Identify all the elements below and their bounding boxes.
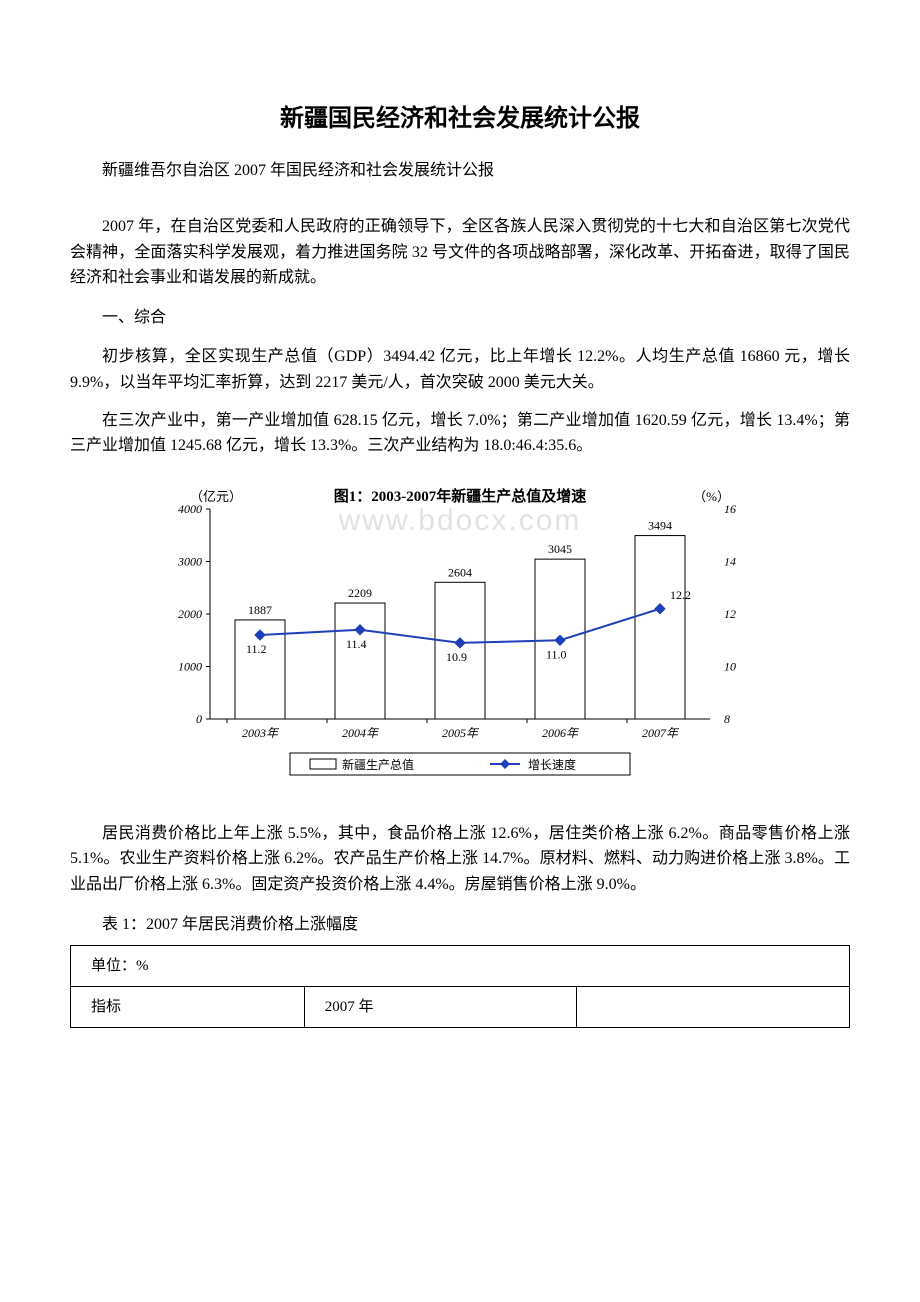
svg-text:2000: 2000 (178, 607, 202, 621)
table-caption: 表 1：2007 年居民消费价格上涨幅度 (70, 912, 850, 938)
svg-text:4000: 4000 (178, 502, 202, 516)
document-title: 新疆国民经济和社会发展统计公报 (70, 100, 850, 138)
svg-text:11.4: 11.4 (346, 636, 367, 650)
table-unit-cell: 单位：% (71, 946, 850, 987)
svg-text:16: 16 (724, 502, 736, 516)
svg-text:10: 10 (724, 659, 736, 673)
gdp-chart: www.bdocx.com （亿元）图1：2003-2007年新疆生产总值及增速… (70, 479, 850, 809)
chart-svg: （亿元）图1：2003-2007年新疆生产总值及增速（%）01000200030… (140, 479, 780, 809)
table-header-cell: 2007 年 (304, 987, 577, 1028)
paragraph-industry: 在三次产业中，第一产业增加值 628.15 亿元，增长 7.0%；第二产业增加值… (70, 408, 850, 459)
table-header-cell (577, 987, 850, 1028)
svg-text:12.2: 12.2 (670, 587, 691, 601)
svg-text:2007年: 2007年 (642, 726, 680, 740)
svg-text:11.0: 11.0 (546, 647, 567, 661)
svg-text:增长速度: 增长速度 (528, 757, 576, 772)
svg-text:3000: 3000 (177, 554, 202, 568)
svg-text:3494: 3494 (648, 518, 672, 532)
paragraph-gdp: 初步核算，全区实现生产总值（GDP）3494.42 亿元，比上年增长 12.2%… (70, 344, 850, 395)
svg-text:图1：2003-2007年新疆生产总值及增速: 图1：2003-2007年新疆生产总值及增速 (334, 487, 587, 505)
svg-text:新疆生产总值: 新疆生产总值 (342, 757, 414, 772)
svg-text:11.2: 11.2 (246, 642, 267, 656)
svg-text:10.9: 10.9 (446, 650, 467, 664)
svg-text:2006年: 2006年 (542, 726, 580, 740)
svg-text:3045: 3045 (548, 542, 572, 556)
table-header-cell: 指标 (71, 987, 305, 1028)
intro-paragraph: 2007 年，在自治区党委和人民政府的正确领导下，全区各族人民深入贯彻党的十七大… (70, 214, 850, 291)
svg-text:8: 8 (724, 712, 730, 726)
paragraph-cpi: 居民消费价格比上年上涨 5.5%，其中，食品价格上涨 12.6%，居住类价格上涨… (70, 821, 850, 898)
svg-text:2209: 2209 (348, 586, 372, 600)
svg-text:1887: 1887 (248, 603, 272, 617)
svg-text:0: 0 (196, 712, 202, 726)
cpi-table: 单位：% 指标 2007 年 (70, 945, 850, 1028)
table-row: 指标 2007 年 (71, 987, 850, 1028)
svg-text:14: 14 (724, 554, 736, 568)
document-subtitle: 新疆维吾尔自治区 2007 年国民经济和社会发展统计公报 (70, 158, 850, 184)
svg-text:1000: 1000 (178, 659, 202, 673)
svg-text:2005年: 2005年 (442, 726, 480, 740)
svg-text:2003年: 2003年 (242, 726, 280, 740)
table-row: 单位：% (71, 946, 850, 987)
svg-text:2604: 2604 (448, 565, 472, 579)
svg-text:12: 12 (724, 607, 736, 621)
section-1-heading: 一、综合 (70, 305, 850, 331)
svg-text:2004年: 2004年 (342, 726, 380, 740)
